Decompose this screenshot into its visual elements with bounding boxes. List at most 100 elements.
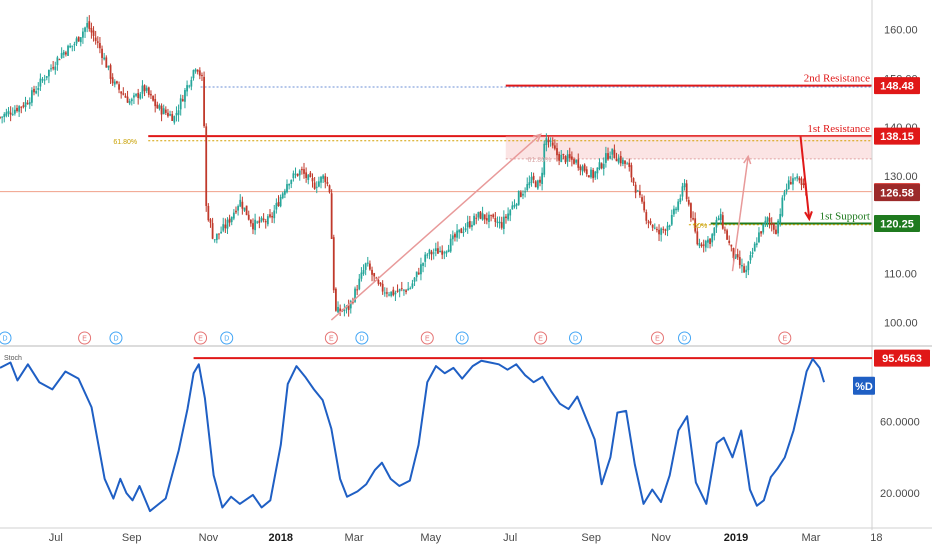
candle-body xyxy=(711,234,714,243)
candle-body xyxy=(536,180,539,189)
candle-body xyxy=(256,221,259,223)
candle-body xyxy=(624,160,626,164)
candle-body xyxy=(762,223,765,233)
pattern-arrow xyxy=(330,133,542,321)
candle-body xyxy=(604,153,607,163)
candle-body xyxy=(379,282,382,285)
y-tick-label: 160.00 xyxy=(884,24,918,36)
candle-body xyxy=(575,159,578,163)
candle-body xyxy=(715,219,718,228)
candle-body xyxy=(211,223,214,239)
candle-body xyxy=(56,57,59,66)
candle-body xyxy=(232,212,235,219)
candle-body xyxy=(249,219,252,224)
candle-body xyxy=(675,208,677,211)
candle-body xyxy=(122,93,125,95)
candle-body xyxy=(407,288,410,291)
candle-body xyxy=(145,87,148,91)
candle-body xyxy=(468,221,471,228)
candle-body xyxy=(553,145,556,149)
candle-body xyxy=(1,116,4,118)
candle-body xyxy=(777,220,779,234)
candle-body xyxy=(203,76,205,127)
candle-body xyxy=(39,78,42,87)
earnings-marker xyxy=(534,331,548,345)
event-marker-label: D xyxy=(2,336,7,343)
candle-body xyxy=(396,290,399,292)
candle-body xyxy=(683,183,686,188)
candle-body xyxy=(434,248,437,251)
candle-body xyxy=(41,79,44,81)
candle-body xyxy=(662,228,665,230)
candle-body xyxy=(20,106,23,108)
candle-body xyxy=(577,159,580,168)
price-tag-label: 95.4563 xyxy=(882,353,922,365)
candle-body xyxy=(437,248,439,254)
candle-body xyxy=(494,218,497,222)
candle-body xyxy=(585,169,588,175)
x-tick-label: Nov xyxy=(651,532,671,544)
indicator-title: Stoch xyxy=(4,355,22,362)
candle-body xyxy=(118,84,120,90)
candle-body xyxy=(509,210,512,216)
candle-body xyxy=(169,114,171,116)
candle-body xyxy=(92,30,95,36)
candle-body xyxy=(658,229,660,235)
fib-label: 61.80% xyxy=(528,157,552,164)
candle-body xyxy=(266,216,269,225)
candle-body xyxy=(449,238,452,252)
candle-body xyxy=(581,166,584,172)
candle-body xyxy=(755,243,758,245)
candle-body xyxy=(500,222,503,228)
candle-body xyxy=(666,225,669,231)
candle-body xyxy=(598,162,601,169)
candle-body xyxy=(719,214,722,220)
candle-body xyxy=(201,74,203,76)
candle-body xyxy=(511,205,514,210)
candle-body xyxy=(749,255,752,261)
y-tick-label: 130.00 xyxy=(884,171,918,183)
candle-body xyxy=(179,98,182,110)
candle-body xyxy=(35,91,38,94)
candle-body xyxy=(279,197,282,207)
candle-body xyxy=(673,208,675,215)
candle-body xyxy=(198,70,201,76)
x-tick-label: 2019 xyxy=(724,532,748,544)
candle-body xyxy=(141,85,144,94)
candle-body xyxy=(22,105,25,107)
candle-body xyxy=(60,53,63,58)
candle-body xyxy=(556,148,558,156)
candle-body xyxy=(451,235,454,240)
resistance-zone xyxy=(505,136,872,159)
candle-body xyxy=(432,252,435,254)
candle-body xyxy=(194,69,197,72)
candle-body xyxy=(766,217,769,222)
candle-body xyxy=(275,203,278,210)
candle-body xyxy=(103,57,106,60)
candle-body xyxy=(215,233,218,240)
candle-body xyxy=(50,68,52,70)
candle-body xyxy=(694,218,697,232)
x-tick-label: Jul xyxy=(503,532,517,544)
candle-body xyxy=(483,214,486,220)
candle-body xyxy=(0,117,1,119)
pattern-arrow xyxy=(731,156,749,272)
event-marker-label: D xyxy=(682,336,687,343)
candle-body xyxy=(220,231,222,234)
time-axis: Jul Sep Nov 2018 Mar May Jul Sep Nov 2019 Mar 18 xyxy=(0,527,932,544)
candle-body xyxy=(388,294,390,296)
candle-body xyxy=(243,207,246,211)
candle-body xyxy=(252,223,254,230)
series-badge xyxy=(853,376,875,395)
candle-body xyxy=(309,172,312,178)
candle-body xyxy=(237,206,240,211)
event-marker-label: E xyxy=(329,336,334,343)
candle-body xyxy=(707,239,709,243)
candle-body xyxy=(670,214,673,225)
candle-body xyxy=(313,182,316,189)
candle-body xyxy=(13,109,16,114)
candle-body xyxy=(775,229,777,235)
candle-body xyxy=(481,213,484,220)
candle-body xyxy=(409,288,412,290)
candle-body xyxy=(62,51,65,55)
